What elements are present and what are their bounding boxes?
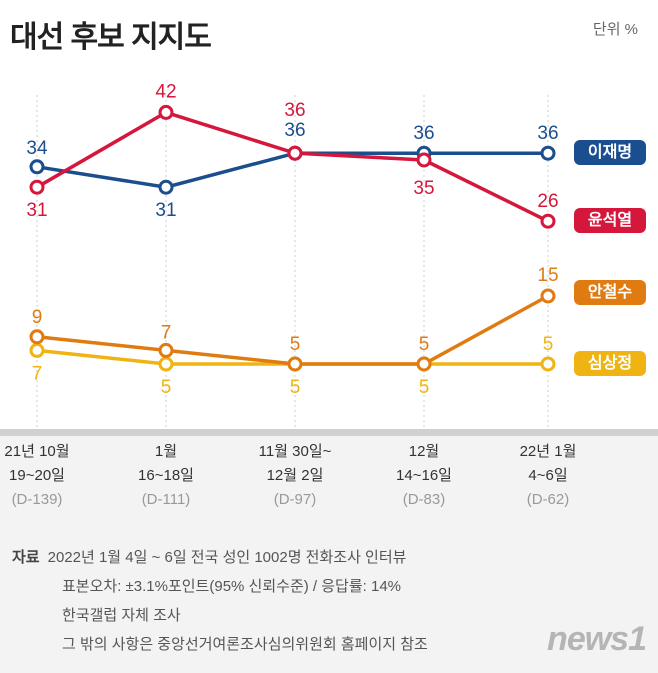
data-point [287,356,303,372]
data-label: 5 [419,334,430,355]
x-tick-label: 1월 16~18일 (D-111) [101,440,231,512]
data-point [540,288,556,304]
data-label: 5 [543,334,554,355]
footer-area [0,436,658,673]
x-tick-line2: 14~16일 [396,467,452,484]
x-tick-line1: 11월 30일~ [258,443,332,460]
data-label: 5 [419,377,430,398]
data-label: 34 [26,138,48,159]
legend-item: 이재명 [574,140,646,165]
x-tick-line1: 21년 10월 [4,443,70,460]
legend-item: 심상정 [574,351,646,376]
source-note: 자료 2022년 1월 4일 ~ 6일 전국 성인 1002명 전화조사 인터뷰 … [12,543,428,659]
data-label: 36 [537,123,558,144]
data-point [158,356,174,372]
x-tick-line2: 4~6일 [528,467,568,484]
x-tick-line1: 22년 1월 [519,443,577,460]
data-label: 5 [290,334,301,355]
x-tick-label: 11월 30일~ 12월 2일 (D-97) [230,440,360,512]
x-tick-dday: (D-139) [11,491,63,508]
data-point [158,104,174,120]
data-point [540,145,556,161]
data-label: 36 [284,120,305,141]
chart-title: 대선 후보 지지도 [10,21,212,54]
data-label: 42 [155,81,176,102]
x-tick-line2: 12월 2일 [266,467,324,484]
data-point [158,179,174,195]
source-line: 한국갤럽 자체 조사 [62,607,181,624]
x-tick-dday: (D-111) [141,491,191,508]
data-label: 7 [161,322,172,343]
data-point [158,342,174,358]
x-tick-dday: (D-83) [402,491,446,508]
data-point [416,152,432,168]
data-label: 26 [537,191,558,212]
data-label: 7 [32,363,43,384]
x-tick-dday: (D-97) [273,491,317,508]
legend-item: 윤석열 [574,208,646,233]
data-point [540,213,556,229]
source-line: 그 밖의 사항은 중앙선거여론조사심의위원회 홈페이지 참조 [62,636,428,653]
x-tick-line2: 16~18일 [138,467,194,484]
data-point [29,159,45,175]
data-label: 31 [26,200,47,221]
news1-logo: news1 [547,620,647,658]
data-label: 36 [284,100,305,121]
x-tick-line2: 19~20일 [9,467,65,484]
x-tick-label: 21년 10월 19~20일 (D-139) [0,440,102,512]
x-tick-label: 22년 1월 4~6일 (D-62) [483,440,613,512]
data-label: 15 [537,265,558,286]
data-point [29,329,45,345]
data-point [29,342,45,358]
x-tick-line1: 12월 [408,443,440,460]
source-label: 자료 [12,549,40,566]
data-label: 31 [155,200,176,221]
source-line: 2022년 1월 4일 ~ 6일 전국 성인 1002명 전화조사 인터뷰 [47,549,407,566]
x-tick-line1: 1월 [154,443,178,460]
data-label: 9 [32,307,43,328]
data-label: 36 [413,123,434,144]
data-point [29,179,45,195]
x-tick-label: 12월 14~16일 (D-83) [359,440,489,512]
unit-label: 단위 % [592,21,638,38]
data-point [540,356,556,372]
data-label: 5 [290,377,301,398]
data-label: 35 [413,178,434,199]
x-tick-dday: (D-62) [526,491,570,508]
data-label: 5 [161,377,172,398]
data-point [416,356,432,372]
data-point [287,145,303,161]
legend-item: 안철수 [574,280,646,305]
source-line: 표본오차: ±3.1%포인트(95% 신뢰수준) / 응답률: 14% [62,578,401,595]
x-axis-band [0,429,658,436]
